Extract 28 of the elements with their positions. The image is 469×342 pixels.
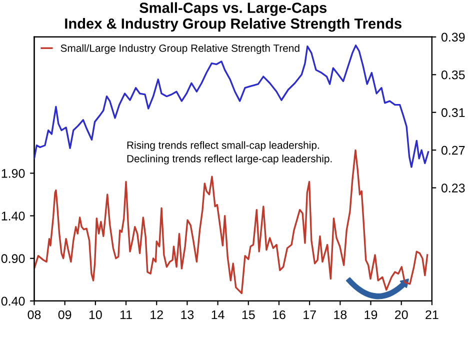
annotation: Rising trends reflect small-cap leadership. Declining trends reflect large-cap leadership.	[127, 141, 332, 164]
y2-tick-label: 0.31	[441, 108, 465, 118]
x-tick-label: 14	[212, 310, 224, 320]
x-tick-label: 10	[89, 310, 102, 320]
y2-tick-label: 0.27	[441, 146, 465, 155]
x-tick-label: 18	[334, 310, 347, 320]
x-tick-label: 21	[426, 310, 438, 320]
y-tick-label: 0.40	[1, 296, 25, 306]
line-series	[34, 44, 430, 168]
y-tick-label: 1.90	[2, 169, 25, 178]
x-tick-label: 08	[28, 310, 41, 320]
x-tick-label: 17	[304, 310, 316, 320]
x-tick-label: 19	[364, 310, 378, 320]
x-tick-label: 13	[181, 310, 194, 320]
y-tick-label: 1.40	[2, 212, 25, 220]
line-series	[34, 149, 428, 294]
x-tick-label: 15	[242, 310, 255, 320]
y2-tick-label: 0.35	[441, 70, 465, 80]
x-tick-label: 16	[272, 310, 286, 320]
y2-tick-label: 0.39	[441, 32, 465, 42]
x-tick-label: 20	[395, 310, 408, 320]
chart-title: Small-Caps vs. Large-Caps Index & Industry Group Relative Strength Trends	[65, 2, 402, 32]
x-tick-label: 11	[120, 310, 132, 320]
x-tick-label: 09	[58, 310, 72, 320]
y2-tick-label: 0.23	[441, 184, 465, 192]
x-tick-label: 12	[150, 310, 163, 320]
legend-label: Small/Large Industry Group Relative Strength Trend	[60, 44, 300, 54]
y-tick-label: 0.90	[1, 254, 25, 264]
